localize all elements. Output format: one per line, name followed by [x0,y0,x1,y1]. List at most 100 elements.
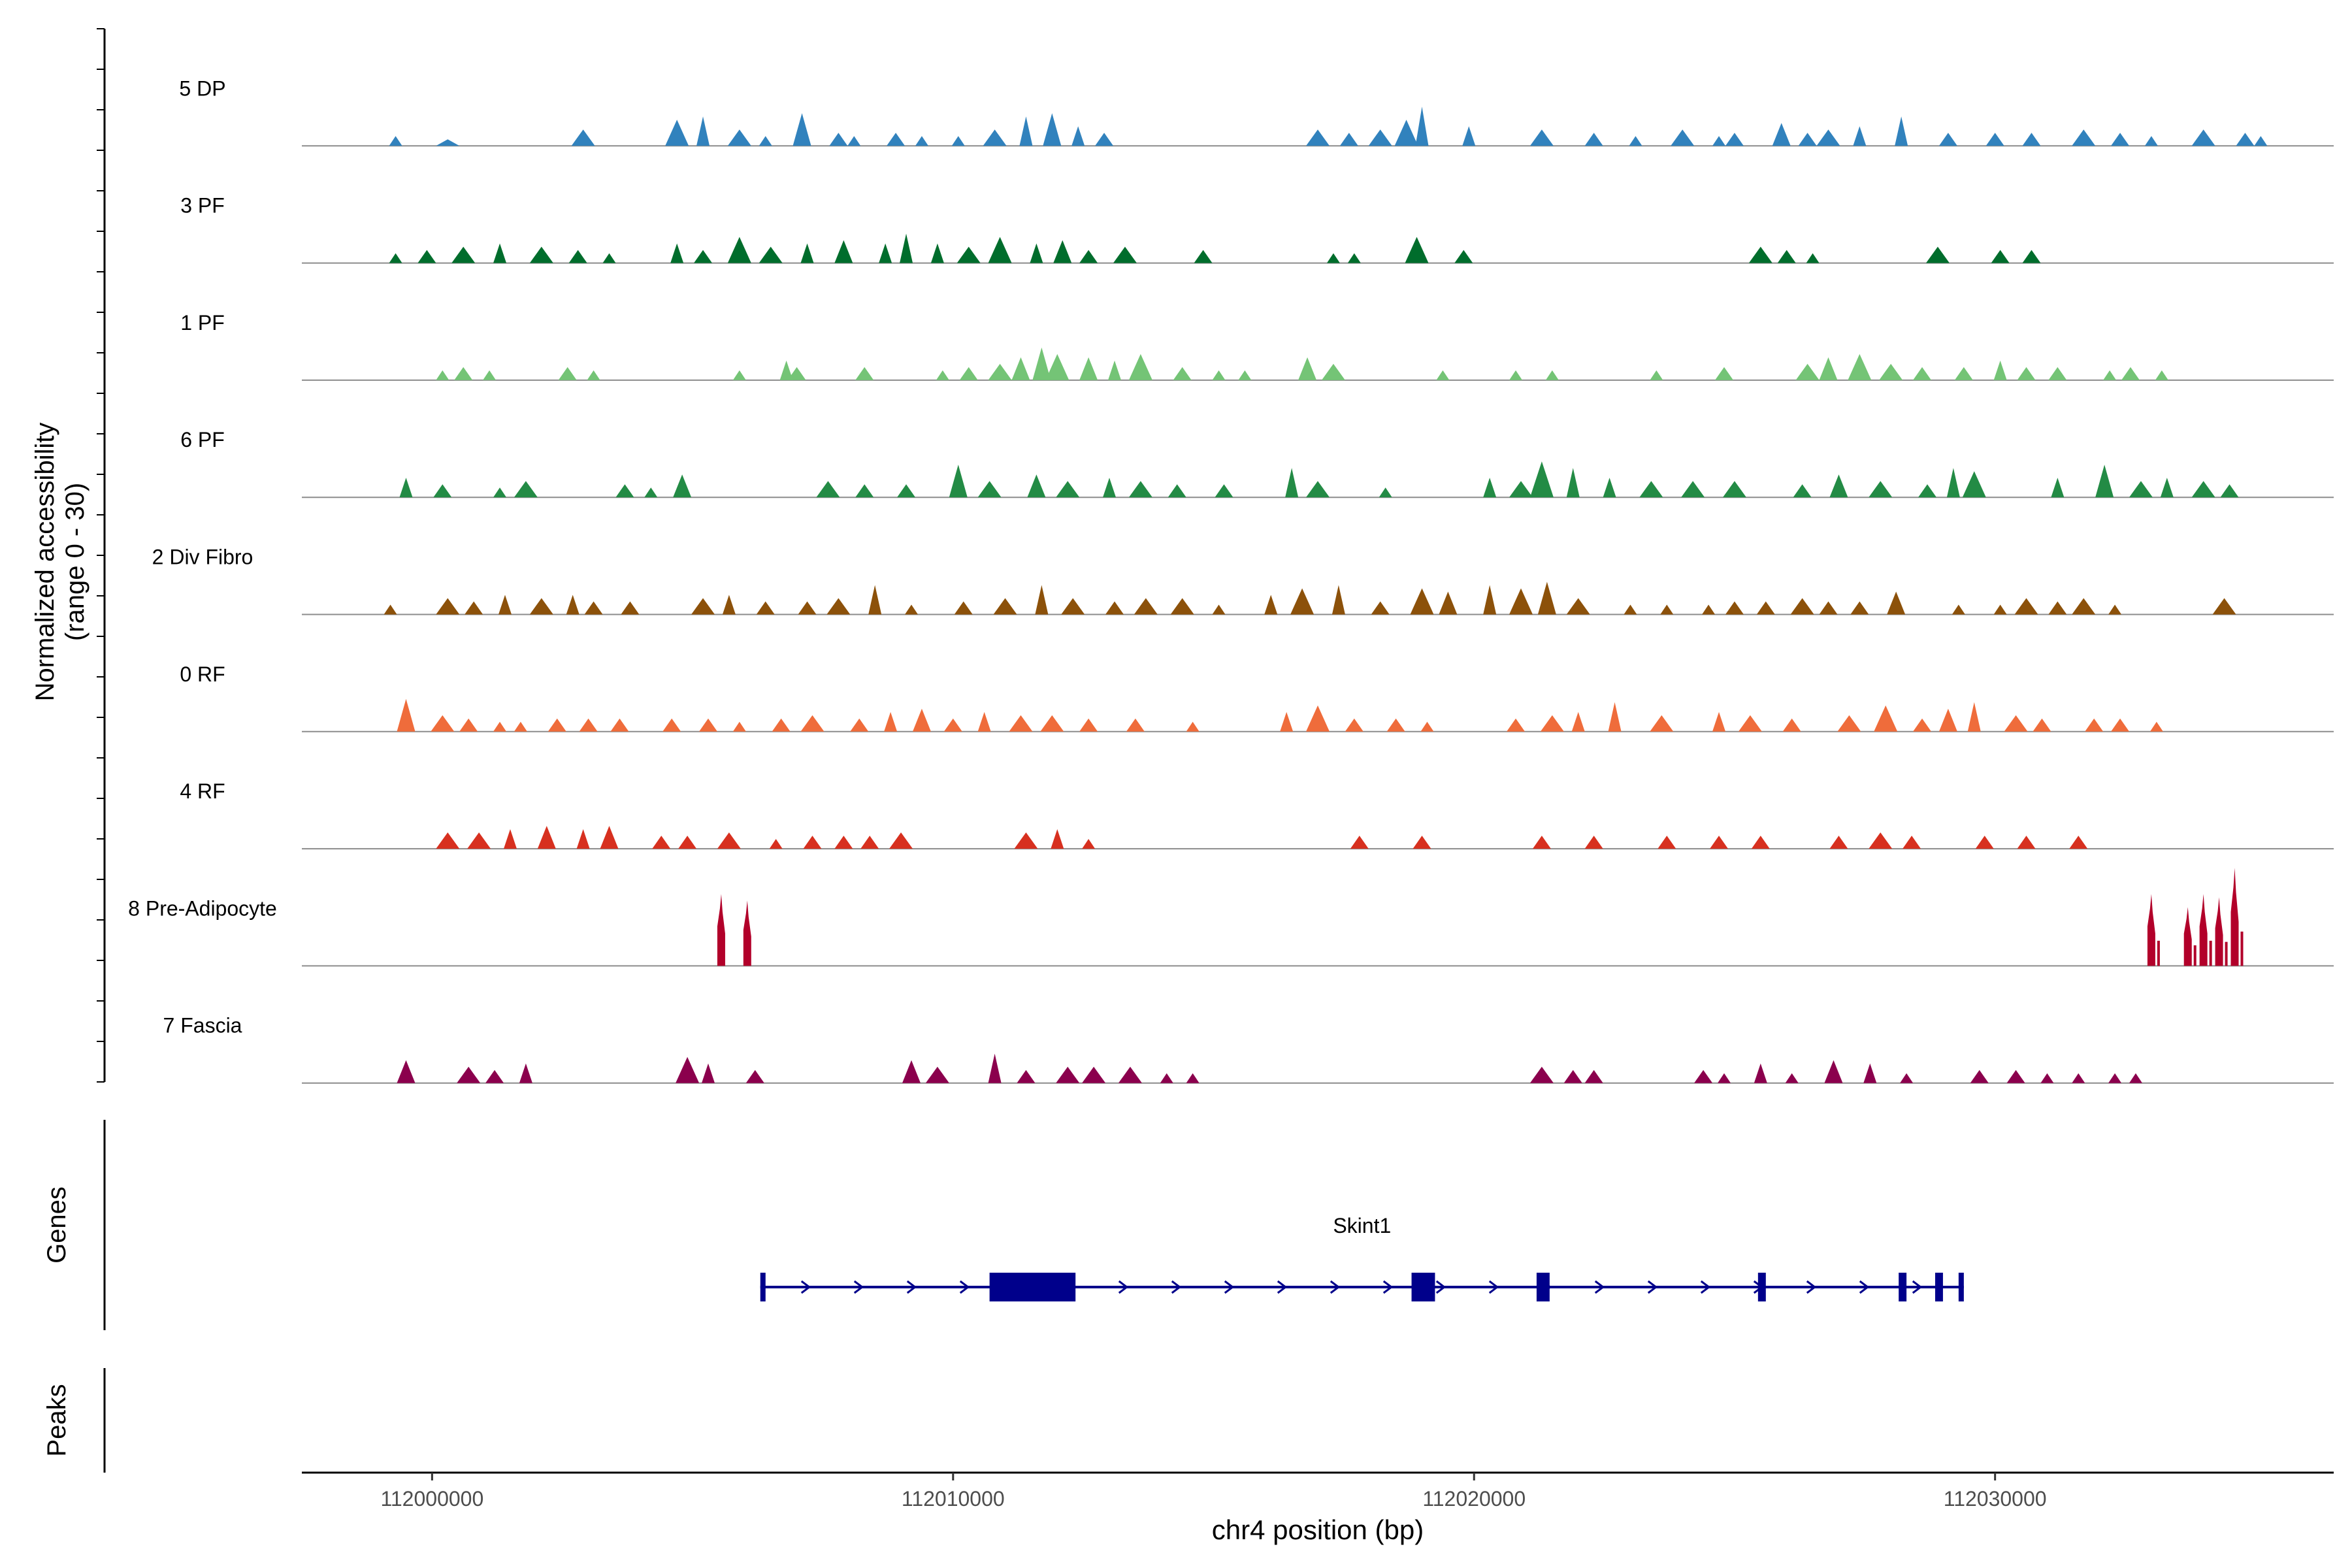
coverage-peak [897,484,916,498]
coverage-peak [467,832,491,849]
coverage-peak [587,370,600,380]
coverage-peak [1339,133,1358,146]
coverage-peak [2193,945,2197,966]
coverage-peak [1509,588,1533,615]
coverage-peak [1824,1060,1843,1083]
strand-arrow [959,1280,970,1294]
coverage-peak [2129,481,2153,498]
coverage-peak [1869,481,1893,498]
coverage-peak [1019,116,1033,146]
coverage-peak [1545,370,1559,380]
coverage-peak [1725,601,1744,615]
coverage-peak [1079,718,1098,732]
coverage-peak [529,598,553,615]
strand-arrow [1171,1280,1182,1294]
coverage-peak [1938,708,1957,732]
coverage-peak [2191,129,2215,146]
coverage-peak [1837,715,1861,732]
coverage-peak [1331,585,1345,615]
coverage-peak [676,1056,700,1083]
track-5-dp: 5 DP [179,76,2334,147]
coverage-peak [1712,136,1726,146]
coverage-peak [493,721,507,732]
coverage-peak [2004,715,2028,732]
coverage-peak [436,370,449,380]
x-axis-label: chr4 position (bp) [1212,1514,1424,1545]
coverage-peak [1874,705,1898,732]
coverage-peak [1816,129,1840,146]
coverage-peak [1128,481,1152,498]
coverage-peak [1913,367,1932,380]
coverage-peak [1507,718,1526,732]
coverage-peak [915,136,928,146]
coverage-peak [1566,598,1590,615]
strand-arrow [800,1280,811,1294]
strand-arrow [1488,1280,1499,1294]
coverage-peak [2017,836,2036,849]
coverage-tracks: 5 DP 3 PF 1 PF 6 PF 2 Div Fibro 0 RF 4 RF 8 Pre… [128,76,2334,1084]
coverage-peak [485,1070,504,1083]
coverage-peak [792,113,811,146]
coverage-peak [417,250,436,263]
coverage-peak [977,481,1002,498]
coverage-peak [2220,484,2239,498]
coverage-peak [930,243,944,263]
coverage-peak [1952,604,1965,615]
coverage-peak [855,484,874,498]
coverage-peak [2155,370,2168,380]
coverage-peak [431,715,455,732]
coverage-peak [465,601,483,615]
coverage-peak [1925,246,1950,263]
coverage-peak [1962,471,1986,498]
coverage-peak [732,370,746,380]
coverage-peak [1215,484,1233,498]
genes-track-label: Genes [42,1186,71,1264]
coverage-peak [727,129,751,146]
coverage-peak [1584,836,1603,849]
coverage-peak [2121,367,2140,380]
coverage-peak [1738,715,1762,732]
coverage-peak [454,367,473,380]
coverage-peak [702,1063,715,1083]
coverage-peak [451,246,476,263]
y-axis-label-line2: (range 0 - 30) [61,483,90,641]
coverage-peak [1509,481,1533,498]
coverage-peak [1715,367,1733,380]
coverage-peak [1756,601,1775,615]
coverage-peak [834,836,853,849]
coverage-peak [1718,1073,1731,1083]
coverage-y-ticks [97,28,105,1083]
coverage-peak [1584,133,1603,146]
x-axis-ticks: 112000000 112010000 112020000 112030000 [380,1473,2047,1511]
coverage-peak [977,711,991,732]
coverage-peak [902,1060,921,1083]
gene-exon [1757,1273,1766,1301]
coverage-peak [2072,598,2096,615]
coverage-peak [722,595,736,615]
coverage-peak [2048,367,2067,380]
coverage-peak [2111,718,2130,732]
coverage-peak [1071,126,1085,146]
coverage-peak [847,136,861,146]
gene-track: Skint1 [760,1214,1964,1301]
coverage-peak [779,360,793,380]
coverage-peak [1650,370,1663,380]
coverage-peak [1529,461,1554,498]
coverage-peak [436,139,460,146]
coverage-peak [900,233,913,263]
coverage-peak [1681,481,1705,498]
coverage-peak [1280,711,1294,732]
coverage-peak [800,715,825,732]
coverage-peak [803,836,822,849]
coverage-peak [2199,894,2208,966]
coverage-peak [1043,113,1062,146]
coverage-peak [1368,129,1392,146]
coverage-peak [1639,481,1663,498]
coverage-peak [1347,253,1361,263]
coverage-peak [905,604,918,615]
coverage-peak [2144,136,2158,146]
coverage-peak [1829,836,1848,849]
coverage-peak [1032,347,1051,380]
coverage-peak [2209,940,2212,966]
x-tick-label: 112020000 [1422,1487,1526,1511]
